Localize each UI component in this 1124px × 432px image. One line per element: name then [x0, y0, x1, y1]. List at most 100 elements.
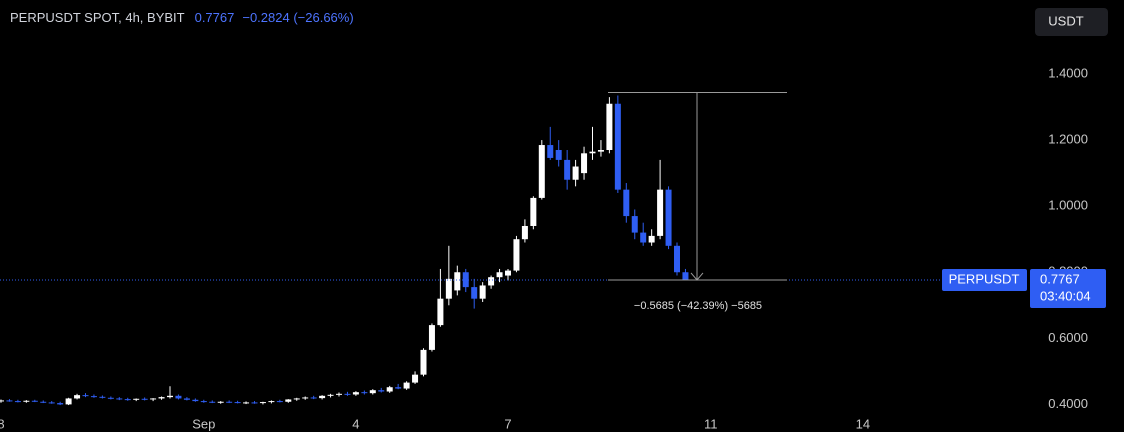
- candle-body: [420, 349, 427, 375]
- candle-body: [648, 235, 655, 243]
- candle-body: [48, 402, 55, 404]
- candle-body: [369, 390, 376, 394]
- header-price: 0.7767: [195, 10, 235, 25]
- candle-body: [674, 245, 680, 273]
- candle-body: [412, 374, 419, 383]
- candle-body: [530, 197, 537, 226]
- symbol-badge-label: PERPUSDT: [949, 271, 1020, 286]
- candle-body: [175, 395, 182, 399]
- symbol-title: PERPUSDT SPOT, 4h, BYBIT 0.7767 −0.2824 (−…: [10, 10, 354, 25]
- candle-body: [226, 401, 233, 403]
- candle-body: [74, 395, 81, 399]
- candle-body: [538, 145, 545, 198]
- price-badge-countdown: 03:40:04: [1040, 288, 1091, 303]
- candle-body: [150, 398, 157, 400]
- candle-body: [268, 401, 275, 403]
- candle-body: [293, 398, 300, 400]
- candle-body: [6, 400, 13, 402]
- candle-body: [521, 225, 528, 240]
- price-badge-value: 0.7767: [1040, 271, 1080, 286]
- y-tick-label: 0.4000: [1048, 396, 1088, 411]
- candle-body: [82, 395, 89, 397]
- candle-body: [589, 151, 596, 154]
- x-tick-label: 14: [856, 416, 870, 431]
- candle-body: [496, 272, 503, 278]
- candle-body: [57, 403, 64, 405]
- candle-body: [302, 397, 309, 399]
- candle-body: [657, 189, 664, 236]
- symbol-badge: [942, 268, 1027, 291]
- candle-body: [141, 398, 148, 400]
- y-tick-label: 0.6000: [1048, 330, 1088, 345]
- candle-body: [200, 401, 207, 403]
- candle-body: [217, 401, 224, 403]
- currency-label[interactable]: USDT: [1048, 13, 1083, 28]
- candle-body: [167, 395, 173, 398]
- candle-body: [437, 298, 444, 326]
- candle-body: [90, 396, 97, 398]
- candle-body: [352, 392, 359, 395]
- candle-body: [14, 401, 21, 403]
- x-tick-label: 8: [0, 416, 5, 431]
- candle-body: [259, 402, 266, 404]
- candle-body: [116, 398, 123, 400]
- candle-body: [623, 189, 630, 217]
- candle-body: [428, 325, 435, 350]
- candle-body: [31, 400, 38, 402]
- candle-body: [581, 153, 588, 174]
- candle-body: [251, 402, 258, 404]
- candle-body: [183, 398, 190, 400]
- candle-body: [665, 189, 672, 246]
- x-tick-label: Sep: [192, 416, 215, 431]
- candle-body: [471, 287, 478, 299]
- candle-body: [361, 392, 368, 394]
- candle-body: [23, 400, 30, 402]
- candle-body: [319, 395, 326, 399]
- candle-body: [336, 393, 342, 395]
- header-change: −0.2824 (−26.66%): [242, 10, 353, 25]
- plot-area: −0.5685 (−42.39%) −5685: [0, 91, 940, 406]
- candle-body: [403, 382, 410, 389]
- candle-body: [133, 398, 140, 400]
- candle-body: [243, 402, 250, 404]
- candle-body: [209, 401, 216, 403]
- y-tick-label: 1.2000: [1048, 132, 1088, 147]
- price-badge: [1030, 268, 1106, 308]
- measure-arrow-head: [690, 272, 704, 281]
- x-tick-label: 7: [504, 416, 511, 431]
- y-tick-label: 1.4000: [1048, 65, 1088, 80]
- candle-body: [547, 145, 554, 158]
- candle-body: [682, 272, 689, 280]
- candle-body: [65, 398, 72, 405]
- candle-body: [310, 397, 317, 399]
- candle-body: [597, 149, 604, 152]
- candle-body: [564, 159, 571, 180]
- candle-body: [454, 272, 461, 291]
- candle-body: [276, 401, 283, 403]
- candle-body: [631, 216, 638, 233]
- candle-body: [344, 393, 351, 395]
- candle-body: [606, 103, 613, 150]
- measure-label: −0.5685 (−42.39%) −5685: [634, 300, 762, 312]
- candle-body: [479, 285, 486, 299]
- candle-body: [386, 387, 393, 392]
- candle-body: [285, 399, 292, 402]
- candle-body: [395, 387, 402, 389]
- currency-button[interactable]: [1035, 8, 1108, 36]
- candle-body: [158, 397, 165, 399]
- candle-body: [505, 270, 511, 276]
- candle-body: [513, 239, 520, 271]
- candle-body: [124, 399, 131, 401]
- candle-body: [0, 400, 4, 402]
- title: PERPUSDT SPOT, 4h, BYBIT: [10, 10, 185, 25]
- candle-body: [445, 278, 452, 299]
- candle-body: [40, 401, 47, 403]
- candle-body: [488, 277, 495, 286]
- candle-body: [99, 396, 106, 398]
- x-tick-label: 4: [352, 416, 359, 431]
- candle-body: [614, 103, 621, 190]
- candle-body: [327, 394, 334, 396]
